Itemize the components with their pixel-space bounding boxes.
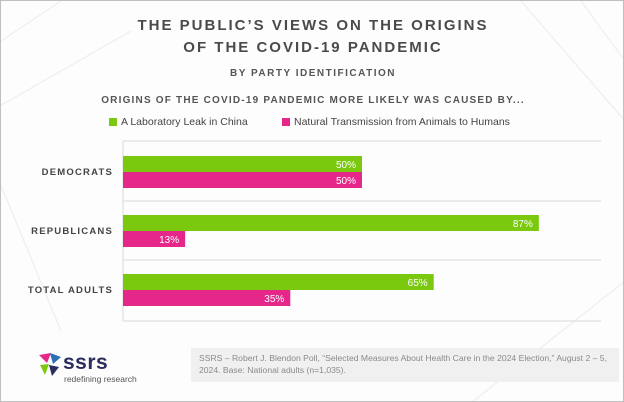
ssrs-logo-wordmark: ssrs	[63, 351, 109, 374]
data-label: 87%	[513, 219, 533, 230]
ssrs-logo-mark-icon	[39, 353, 61, 376]
chart-question: ORIGINS OF THE COVID-19 PANDEMIC MORE LI…	[101, 95, 525, 106]
data-label: 50%	[336, 176, 356, 187]
legend-label-lab-leak: A Laboratory Leak in China	[121, 116, 248, 128]
bar-natural	[123, 172, 362, 188]
chart-title-line-2: OF THE COVID-19 PANDEMIC	[183, 39, 443, 56]
legend-label-natural: Natural Transmission from Animals to Hum…	[294, 116, 510, 128]
bar-lab-leak	[123, 274, 434, 290]
legend-item-lab-leak: A Laboratory Leak in China	[109, 116, 248, 128]
data-label: 13%	[159, 235, 179, 246]
legend-swatch-lab-leak	[109, 118, 117, 126]
chart-subtitle: BY PARTY IDENTIFICATION	[230, 68, 396, 79]
bar-lab-leak	[123, 156, 362, 172]
bar-lab-leak	[123, 215, 539, 231]
data-label: 50%	[336, 160, 356, 171]
category-label: DEMOCRATS	[42, 167, 113, 178]
data-label: 65%	[408, 278, 428, 289]
legend-swatch-natural	[282, 118, 290, 126]
category-label: REPUBLICANS	[31, 226, 113, 237]
chart-title-line-1: THE PUBLIC’S VIEWS ON THE ORIGINS	[137, 17, 489, 34]
bar-natural	[123, 290, 291, 306]
bar-natural	[123, 231, 186, 247]
ssrs-logo: ssrs redefining research	[37, 351, 147, 387]
legend-item-natural: Natural Transmission from Animals to Hum…	[282, 116, 510, 128]
source-note: SSRS – Robert J. Blendon Poll, “Selected…	[191, 348, 619, 382]
ssrs-logo-tagline: redefining research	[64, 374, 137, 384]
data-label: 35%	[264, 294, 284, 305]
category-label: TOTAL ADULTS	[28, 285, 113, 296]
